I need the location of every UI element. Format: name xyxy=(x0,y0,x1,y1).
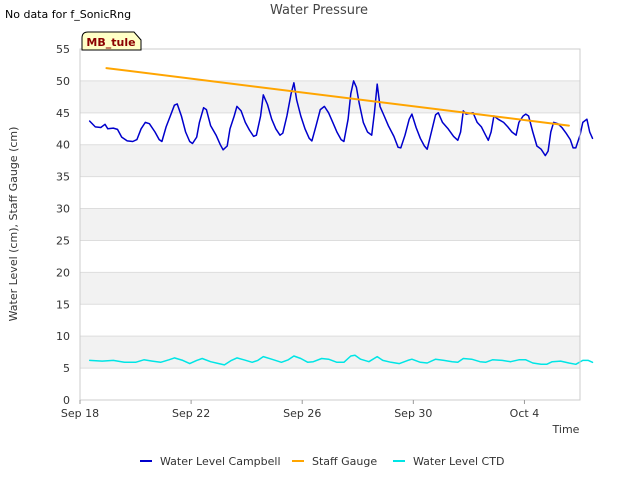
plot-band xyxy=(80,240,580,273)
plot-band xyxy=(80,272,580,305)
y-tick-label: 10 xyxy=(56,330,70,343)
x-tick-label: Sep 18 xyxy=(61,407,99,420)
x-tick-label: Sep 22 xyxy=(172,407,210,420)
status-message: No data for f_SonicRng xyxy=(5,8,131,21)
site-badge: MB_tule xyxy=(81,31,142,51)
site-badge-shape xyxy=(81,31,142,51)
plot-band xyxy=(80,336,580,369)
y-tick-label: 5 xyxy=(63,362,70,375)
x-tick-label: Sep 30 xyxy=(394,407,432,420)
plot-band xyxy=(80,304,580,337)
series-layer xyxy=(88,67,594,366)
plot-background xyxy=(80,49,580,400)
legend: Water Level Campbell Staff Gauge Water Lev… xyxy=(140,455,504,468)
y-tick-label: 0 xyxy=(63,394,70,407)
y-tick-label: 30 xyxy=(56,203,70,216)
y-tick-label: 55 xyxy=(56,43,70,56)
legend-label-water-level-campbell: Water Level Campbell xyxy=(160,455,281,468)
y-tick-label: 15 xyxy=(56,298,70,311)
series-line-staff-gauge xyxy=(105,67,570,127)
y-tick-label: 20 xyxy=(56,266,70,279)
y-tick-label: 35 xyxy=(56,171,70,184)
chart-title: Water Pressure xyxy=(270,3,368,18)
plot-band xyxy=(80,49,580,81)
plot-band xyxy=(80,208,580,241)
y-tick-label: 40 xyxy=(56,139,70,152)
x-axis-label: Time xyxy=(552,423,580,436)
series-line-water-level-campbell xyxy=(88,80,594,157)
plot-band xyxy=(80,176,580,209)
y-axis-label: Water Level (cm), Staff Gauge (cm) xyxy=(7,127,20,322)
site-badge-label: MB_tule xyxy=(86,36,135,49)
plot-frame xyxy=(79,48,581,401)
x-tick-label: Oct 4 xyxy=(510,407,540,420)
plot-band xyxy=(80,144,580,177)
y-tick-label: 45 xyxy=(56,107,70,120)
series-line-water-level-ctd xyxy=(88,354,594,366)
legend-label-staff-gauge: Staff Gauge xyxy=(312,455,377,468)
legend-label-water-level-ctd: Water Level CTD xyxy=(413,455,504,468)
y-tick-label: 25 xyxy=(56,234,70,247)
y-tick-label: 50 xyxy=(56,75,70,88)
y-axis-ticks: 0 5 10 15 20 25 30 35 40 45 50 55 xyxy=(56,43,70,407)
plot-band xyxy=(80,368,580,400)
x-tick-label: Sep 26 xyxy=(283,407,321,420)
x-axis-ticks: Sep 18 Sep 22 Sep 26 Sep 30 Oct 4 xyxy=(61,400,539,420)
